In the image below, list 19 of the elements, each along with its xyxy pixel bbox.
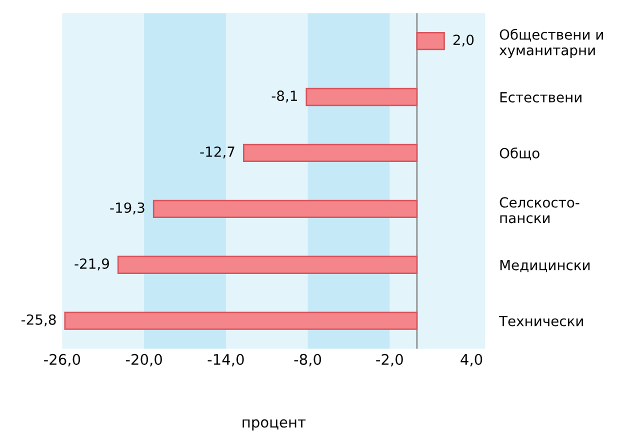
x-tick-label: -26,0 xyxy=(44,354,80,366)
x-axis-title: процент xyxy=(242,419,306,430)
x-tick-label: -8,0 xyxy=(294,354,322,366)
data-label: -25,8 xyxy=(21,314,56,326)
y-tick-label: Общо xyxy=(500,147,540,160)
x-tick-label: -14,0 xyxy=(208,354,244,366)
y-tick-label: Селскосто- пански xyxy=(500,197,580,224)
y-tick-label: Естествени xyxy=(500,92,582,102)
data-label: -19,3 xyxy=(110,202,144,214)
data-label: -21,9 xyxy=(74,258,109,270)
x-tick-label: -2,0 xyxy=(376,354,403,366)
x-tick-label: -20,0 xyxy=(126,354,162,366)
data-label: -8,1 xyxy=(272,90,297,102)
y-tick-label: Медицински xyxy=(500,260,590,272)
y-tick-label: Технически xyxy=(499,316,583,326)
y-tick-label: Обществени и хуманитарни xyxy=(499,28,603,58)
data-label: -12,7 xyxy=(200,146,234,158)
data-label: 2,0 xyxy=(453,34,474,47)
x-tick-label: 4,0 xyxy=(460,354,482,366)
